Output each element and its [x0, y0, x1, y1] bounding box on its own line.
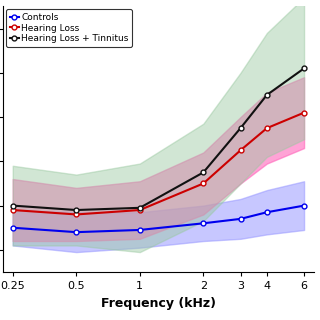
Hearing Loss [11, 208, 15, 212]
Hearing Loss + Tinnitus [239, 126, 243, 130]
Controls [265, 210, 269, 214]
Controls [74, 230, 78, 234]
X-axis label: Frequency (kHz): Frequency (kHz) [101, 297, 216, 309]
Line: Hearing Loss + Tinnitus: Hearing Loss + Tinnitus [10, 66, 307, 212]
Legend: Controls, Hearing Loss, Hearing Loss + Tinnitus: Controls, Hearing Loss, Hearing Loss + T… [6, 9, 132, 47]
Hearing Loss + Tinnitus [11, 204, 15, 207]
Hearing Loss + Tinnitus [74, 208, 78, 212]
Hearing Loss [239, 148, 243, 152]
Controls [138, 228, 142, 232]
Hearing Loss [201, 181, 205, 185]
Hearing Loss [302, 111, 306, 115]
Controls [239, 217, 243, 221]
Hearing Loss [74, 212, 78, 216]
Hearing Loss [265, 126, 269, 130]
Line: Controls: Controls [10, 203, 307, 235]
Hearing Loss + Tinnitus [201, 171, 205, 174]
Controls [201, 221, 205, 225]
Line: Hearing Loss: Hearing Loss [10, 110, 307, 217]
Controls [11, 226, 15, 230]
Controls [302, 204, 306, 207]
Hearing Loss + Tinnitus [265, 93, 269, 97]
Hearing Loss [138, 208, 142, 212]
Hearing Loss + Tinnitus [302, 67, 306, 70]
Hearing Loss + Tinnitus [138, 206, 142, 210]
